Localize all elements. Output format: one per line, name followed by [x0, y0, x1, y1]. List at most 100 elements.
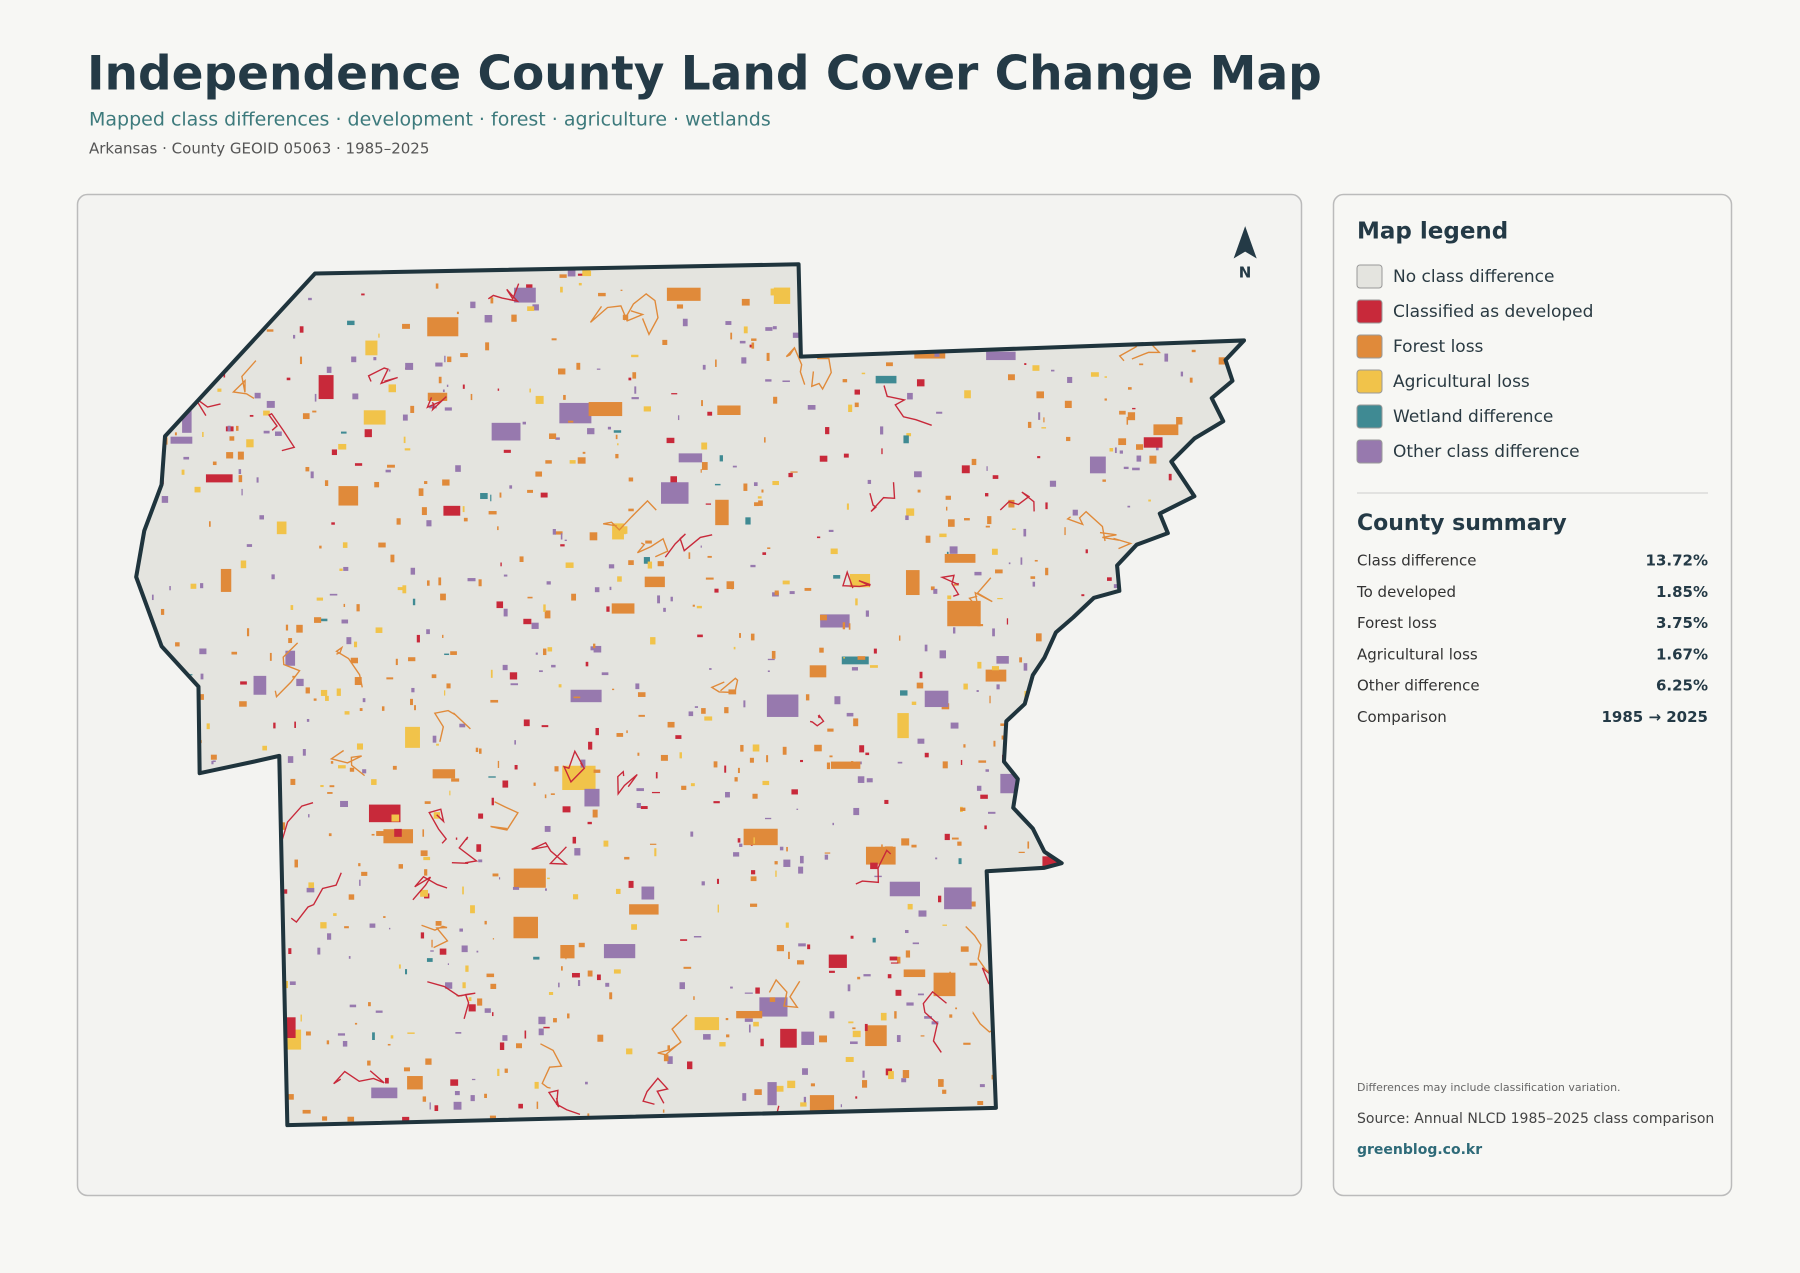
change-patch	[1045, 567, 1049, 576]
change-patch	[767, 547, 771, 549]
change-patch	[680, 939, 688, 941]
change-patch	[753, 837, 755, 844]
change-patch	[340, 431, 347, 434]
legend-panel	[1332, 193, 1733, 1197]
change-patch	[842, 379, 848, 383]
change-patch	[601, 672, 609, 676]
change-patch	[544, 610, 551, 619]
change-patch	[1127, 412, 1136, 421]
change-patch	[745, 517, 751, 525]
change-patch	[444, 355, 446, 363]
change-patch	[577, 980, 581, 987]
change-patch	[500, 562, 502, 567]
change-patch	[1164, 353, 1169, 362]
change-patch	[917, 993, 924, 996]
change-patch	[804, 587, 812, 591]
change-line	[1066, 510, 1106, 542]
change-patch	[881, 448, 883, 455]
change-patch	[857, 776, 865, 783]
change-patch	[467, 578, 476, 582]
change-patch	[628, 508, 634, 512]
change-patch	[535, 395, 544, 404]
change-patch	[1008, 499, 1015, 508]
change-patch	[246, 544, 253, 547]
summary-value: 6.25%	[1656, 677, 1708, 695]
change-patch	[274, 431, 282, 436]
change-patch	[701, 400, 703, 407]
change-patch	[308, 297, 312, 301]
change-patch	[421, 507, 427, 516]
change-patch	[1153, 424, 1179, 436]
change-patch	[181, 469, 185, 475]
change-patch	[715, 359, 717, 367]
change-patch	[1132, 467, 1140, 471]
change-patch	[531, 622, 539, 629]
change-patch	[906, 1002, 914, 1006]
summary-label: Other difference	[1357, 677, 1480, 695]
change-patch	[514, 740, 516, 745]
change-patch	[446, 384, 449, 387]
change-patch	[372, 1032, 375, 1041]
change-patch	[402, 414, 408, 421]
change-patch	[418, 488, 424, 496]
change-patch	[1023, 663, 1028, 671]
change-patch	[497, 388, 500, 391]
change-patch	[478, 813, 484, 819]
change-patch	[647, 561, 653, 569]
legend-label: Other class difference	[1393, 442, 1580, 462]
change-patch	[340, 800, 348, 808]
change-patch	[985, 669, 1007, 682]
change-patch	[852, 1030, 861, 1038]
change-patch	[801, 1031, 815, 1045]
change-patch	[497, 1068, 500, 1077]
change-patch	[580, 759, 586, 768]
change-patch	[730, 332, 733, 340]
change-patch	[552, 528, 556, 535]
change-patch	[194, 486, 201, 493]
change-patch	[266, 400, 275, 408]
change-patch	[1036, 391, 1044, 399]
change-patch	[920, 1035, 925, 1037]
change-patch	[991, 548, 998, 555]
change-patch	[939, 650, 947, 659]
change-line	[642, 1077, 669, 1105]
change-patch	[895, 989, 902, 996]
change-line	[636, 537, 669, 558]
change-patch	[903, 969, 926, 978]
change-patch	[356, 604, 360, 612]
change-patch	[925, 535, 931, 543]
change-patch	[322, 1116, 328, 1121]
change-patch	[752, 793, 758, 799]
change-patch	[1006, 618, 1009, 625]
change-patch	[499, 1042, 505, 1050]
change-patch	[991, 1074, 994, 1080]
change-patch	[617, 576, 622, 582]
change-patch	[755, 987, 760, 994]
change-patch	[351, 356, 357, 363]
change-patch	[571, 972, 580, 978]
change-patch	[432, 769, 456, 779]
change-patch	[386, 677, 394, 680]
change-patch	[596, 368, 601, 370]
change-patch	[944, 553, 976, 563]
change-patch	[582, 451, 586, 454]
change-patch	[459, 723, 466, 728]
change-line	[883, 385, 932, 426]
change-patch	[612, 688, 615, 691]
change-patch	[757, 496, 762, 499]
change-patch	[790, 471, 798, 473]
change-patch	[682, 318, 688, 327]
change-patch	[694, 706, 699, 708]
change-patch	[300, 1014, 302, 1022]
change-patch	[271, 574, 275, 580]
change-patch	[349, 767, 355, 772]
change-line	[768, 978, 801, 1009]
change-line	[426, 396, 447, 412]
change-patch	[911, 701, 917, 705]
change-patch	[220, 568, 232, 592]
change-patch	[854, 389, 860, 395]
subtitle: Mapped class differences · development ·…	[89, 109, 771, 131]
change-patch	[435, 921, 442, 926]
change-patch	[902, 1070, 910, 1079]
